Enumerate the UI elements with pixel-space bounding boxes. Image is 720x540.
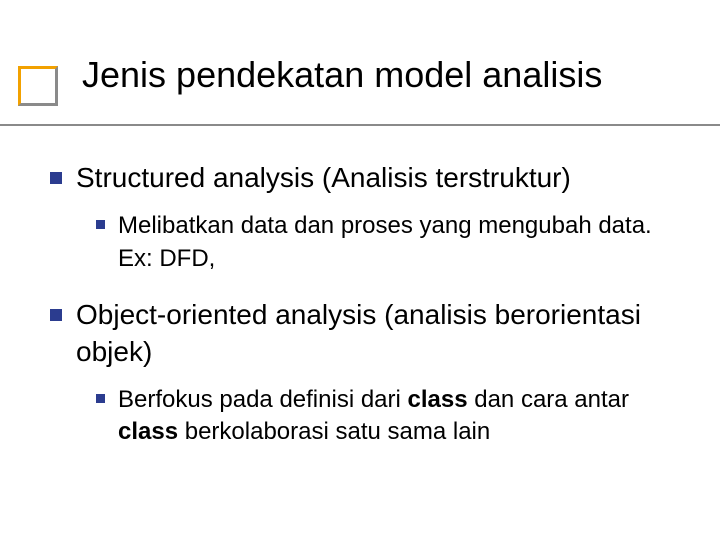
list-item-text: Structured analysis (Analisis terstruktu…: [76, 160, 670, 196]
square-bullet-icon: [50, 309, 62, 321]
square-bullet-icon: [96, 220, 105, 229]
sub-list-item: Melibatkan data dan proses yang mengubah…: [118, 210, 670, 275]
text-run: dan cara antar: [468, 386, 629, 413]
title-accent-box: [18, 66, 58, 106]
title-underline: [0, 124, 720, 126]
square-bullet-icon: [96, 394, 105, 403]
text-run: Berfokus pada definisi dari: [118, 386, 408, 413]
list-item-text: Object-oriented analysis (analisis beror…: [76, 297, 670, 370]
sub-list-item-text: Berfokus pada definisi dari class dan ca…: [118, 384, 670, 449]
list-item: Structured analysis (Analisis terstruktu…: [76, 160, 670, 275]
sub-list-item: Berfokus pada definisi dari class dan ca…: [118, 384, 670, 449]
text-run: berkolaborasi satu sama lain: [178, 418, 490, 445]
text-run-bold: class: [118, 418, 178, 445]
list-item: Object-oriented analysis (analisis beror…: [76, 297, 670, 449]
slide-title: Jenis pendekatan model analisis: [82, 54, 602, 96]
sub-list-item-text: Melibatkan data dan proses yang mengubah…: [118, 210, 670, 275]
text-run: Melibatkan data dan proses yang mengubah…: [118, 212, 652, 271]
text-run-bold: class: [408, 386, 468, 413]
square-bullet-icon: [50, 172, 62, 184]
slide-content: Structured analysis (Analisis terstruktu…: [76, 160, 670, 471]
